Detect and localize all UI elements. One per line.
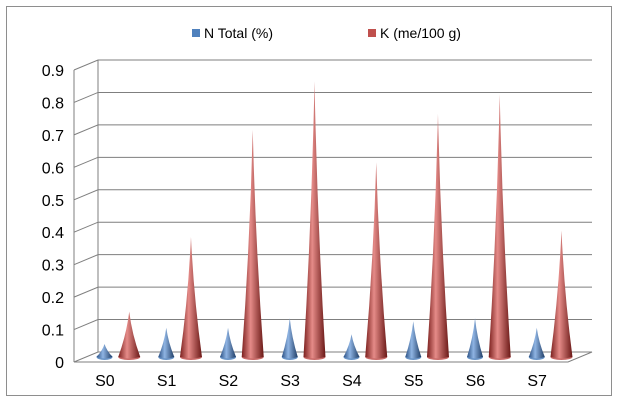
gridline-7 [73,124,592,136]
cone-n-total [467,318,484,359]
legend-label-n-total: N Total (%) [204,25,273,41]
cone-k [488,94,511,359]
x-tick-label: S1 [157,373,177,390]
x-tick-label: S6 [466,373,486,390]
y-tick-label: 0.9 [42,63,64,80]
cone-k [365,162,388,359]
x-tick-label: S3 [280,373,300,390]
gridline-8 [73,91,592,103]
cone-k [118,311,141,359]
y-tick-label: 0.2 [42,290,64,307]
gridline-2 [73,286,592,298]
cone-n-total [405,321,422,359]
cone-n-total [158,327,175,359]
x-tick-label: S2 [219,373,239,390]
y-tick-label: 0.5 [42,193,64,210]
gridline-3 [73,254,592,266]
cone-n-total [343,334,360,359]
legend: N Total (%) K (me/100 g) [192,25,461,41]
gridline-5 [73,189,592,201]
cone-k [426,113,449,359]
y-tick-label: 0.6 [42,160,64,177]
y-tick-label: 0.1 [42,323,64,340]
x-axis-tick-labels: S0 S1 S2 S3 S4 S5 S6 S7 [95,373,547,390]
x-tick-label: S4 [342,373,362,390]
y-tick-label: 0.8 [42,95,64,112]
gridline-4 [73,221,592,233]
gridline-1 [73,319,592,331]
x-tick-label: S0 [95,373,115,390]
y-tick-label: 0.4 [42,225,64,242]
cone-n-total [528,327,545,359]
x-tick-label: S7 [527,373,547,390]
legend-label-k: K (me/100 g) [380,25,461,41]
y-axis-tick-labels: 0 0.1 0.2 0.3 0.4 0.5 0.6 0.7 0.8 0.9 [42,63,64,372]
chart-walls [73,60,593,363]
cone-n-total [281,318,298,359]
cone-k [303,81,326,359]
gridlines [73,59,592,331]
y-tick-label: 0 [55,355,64,372]
chart-floor [73,351,593,363]
cone-n-total [96,344,113,359]
y-tick-label: 0.7 [42,128,64,145]
x-tick-label: S5 [404,373,424,390]
gridline-9 [73,59,592,71]
data-cones [96,81,573,360]
cone-k [550,230,573,359]
cone-n-total [220,327,237,359]
cone-k [179,236,202,359]
legend-swatch-k [368,29,376,37]
legend-swatch-n-total [192,29,200,37]
y-tick-label: 0.3 [42,258,64,275]
gridline-6 [73,156,592,168]
cone-k [241,129,264,359]
